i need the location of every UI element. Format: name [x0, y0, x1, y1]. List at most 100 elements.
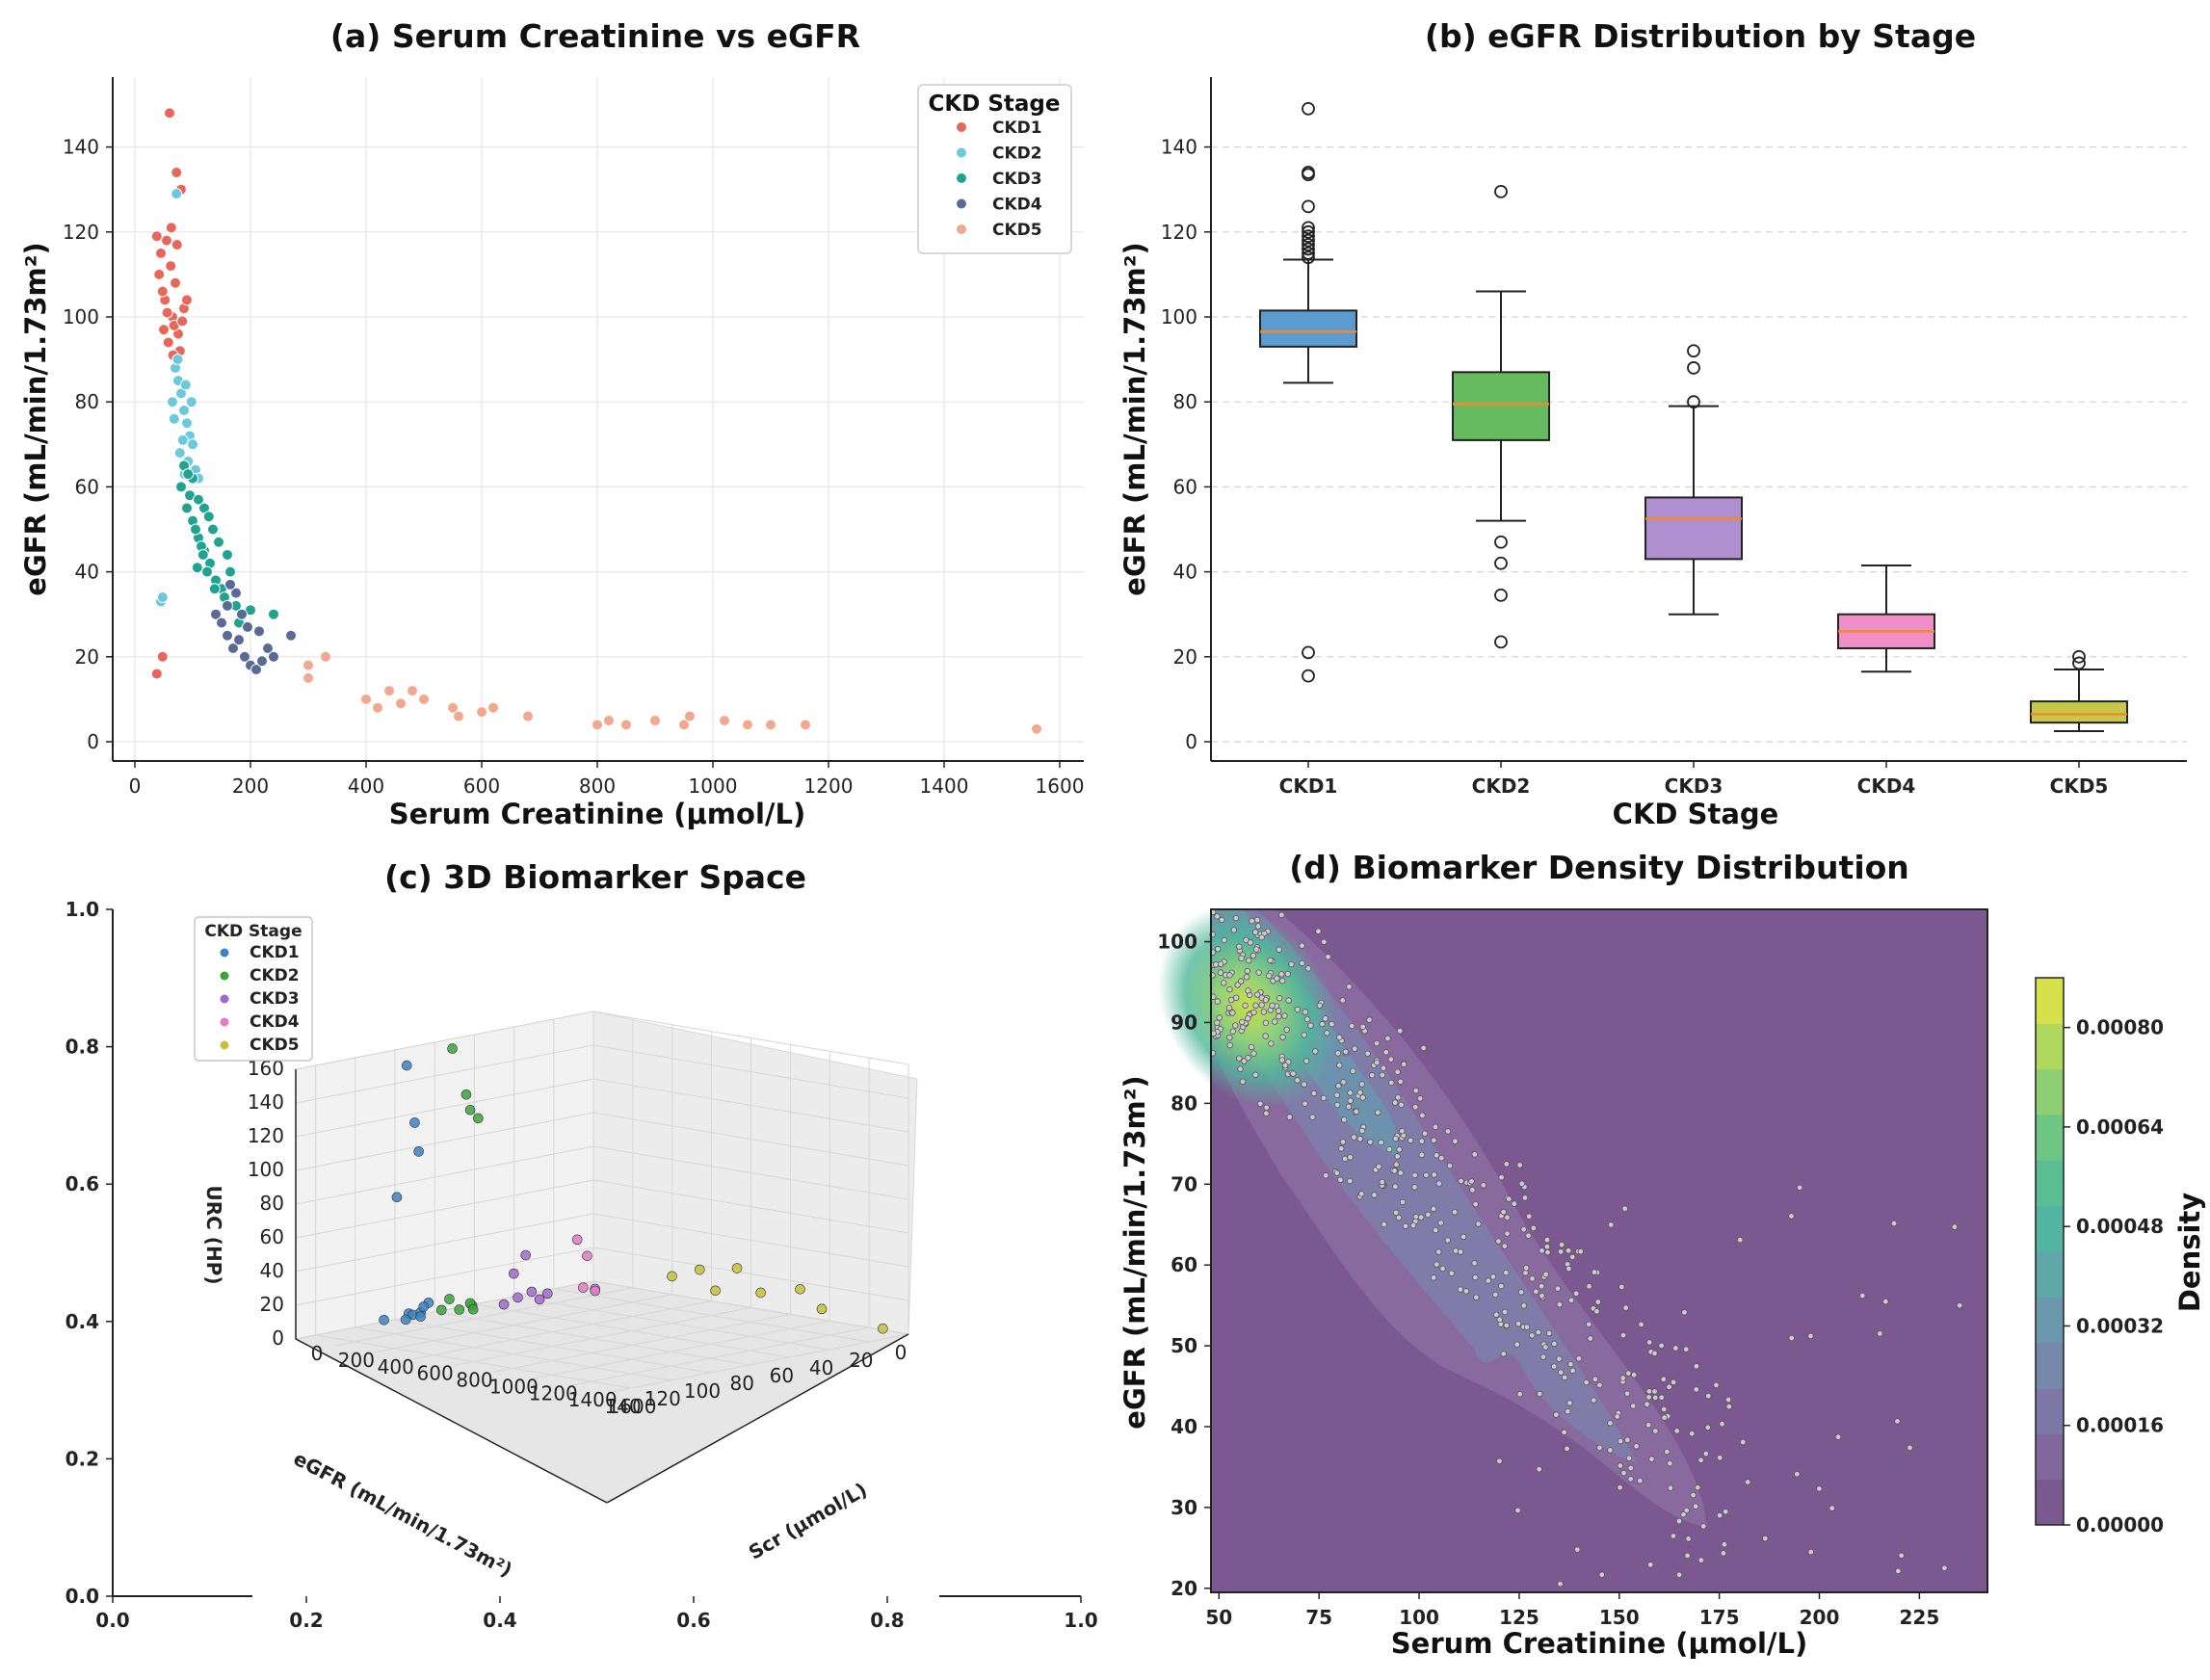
panel-a-point-ckd4: [242, 620, 253, 633]
panel-d-sample-point: [1529, 1275, 1536, 1282]
panel-d-sample-point: [1238, 955, 1245, 961]
panel-c-point-ckd1: [391, 1192, 403, 1203]
panel-d-sample-point: [1438, 1154, 1445, 1162]
panel-d: (d) Biomarker Density Distribution 50 75 1…: [1118, 849, 2206, 1660]
panel-d-cbar-tick-label: 0.00080: [2076, 1016, 2164, 1039]
panel-d-sample-point: [1315, 928, 1322, 934]
panel-b-box: [1452, 371, 1550, 441]
panel-d-sample-point: [1399, 1127, 1406, 1135]
panel-d-sample-point: [1480, 1182, 1487, 1189]
panel-d-sample-point: [1351, 1134, 1357, 1141]
panel-c-legend-label: CKD1: [250, 943, 300, 962]
panel-d-sample-point: [1382, 1049, 1389, 1056]
panel-b-outlier: [1302, 233, 1315, 248]
panel-d-sample-point: [1392, 1209, 1400, 1217]
panel-d-sample-point: [1489, 1273, 1497, 1280]
panel-d-sample-point: [1721, 1541, 1728, 1548]
panel-d-sample-point: [1397, 1169, 1405, 1176]
panel-d-sample-point: [1226, 1034, 1233, 1041]
panel-c-legend-label: CKD3: [250, 989, 300, 1009]
panel-b-ylabel: eGFR (mL/min/1.73m²): [1118, 242, 1151, 595]
panel-d-sample-point: [1539, 1292, 1545, 1299]
panel-d-sample-point: [1274, 975, 1280, 982]
panel-b-yticks: 0 20 40 60 80 100 120 140: [1161, 136, 1211, 753]
panel-d-sample-point: [1378, 1139, 1384, 1146]
panel-d-sample-point: [1485, 1277, 1492, 1284]
panel-d-sample-point: [1518, 1180, 1525, 1188]
panel-d-sample-point: [1412, 1088, 1419, 1094]
panel-d-sample-point: [1334, 1050, 1342, 1057]
panel-c-scr-label: Scr (μmol/L): [745, 1478, 871, 1564]
panel-d-sample-point: [1568, 1253, 1576, 1261]
panel-a-point-ckd4: [222, 629, 233, 642]
panel-d-sample-point: [1565, 1247, 1572, 1254]
panel-d-sample-point: [1263, 1104, 1270, 1111]
panel-a-point-ckd2: [181, 417, 193, 430]
panel-d-sample-point: [1294, 1077, 1301, 1084]
panel-c-scr-tick-label: 1400: [568, 1388, 618, 1411]
panel-d-sample-point: [1283, 1026, 1290, 1034]
panel-c-ztick-label: 60: [260, 1225, 284, 1248]
panel-d-sample-point: [1503, 1269, 1510, 1276]
panel-d-sample-point: [1788, 1213, 1795, 1220]
panel-d-sample-point: [1396, 1146, 1403, 1153]
panel-d-sample-point: [1418, 1151, 1426, 1159]
panel-d-sample-point: [1523, 1265, 1530, 1272]
panel-d-sample-point: [1594, 1299, 1602, 1305]
panel-d-sample-point: [1266, 972, 1273, 980]
panel-d-sample-point: [1379, 1178, 1385, 1186]
panel-a-point-ckd4: [233, 634, 245, 646]
panel-c-scr-tick-label: 1200: [529, 1381, 578, 1404]
panel-d-sample-point: [1316, 1002, 1323, 1010]
panel-d-sample-point: [1272, 1018, 1278, 1025]
panel-d-sample-point: [1286, 1114, 1293, 1120]
panel-d-ytick-label: 70: [1171, 1172, 1197, 1195]
panel-d-sample-point: [1226, 972, 1233, 979]
panel-b-ytick-label: 100: [1161, 305, 1197, 328]
panel-c-point-ckd4: [577, 1282, 589, 1293]
panel-a-point-ckd3: [224, 565, 236, 578]
panel-d-sample-point: [1533, 1288, 1539, 1296]
panel-d-sample-point: [1644, 1401, 1650, 1408]
panel-d-colorbar-band: [2036, 1160, 2064, 1207]
panel-d-sample-point: [1446, 1162, 1454, 1169]
panel-a-ytick-label: 100: [63, 305, 99, 328]
panel-d-sample-point: [1351, 1045, 1358, 1052]
panel-a-point-ckd3: [222, 548, 233, 561]
panel-d-sample-point: [1221, 936, 1228, 944]
panel-a-xtick-label: 1000: [689, 774, 738, 798]
panel-d-sample-point: [1596, 1444, 1603, 1452]
panel-d-sample-point: [1322, 1172, 1329, 1179]
panel-d-sample-point: [1358, 1081, 1365, 1088]
panel-b-outlier: [1302, 669, 1315, 683]
panel-d-sample-point: [1596, 1381, 1603, 1389]
panel-d-sample-point: [1356, 1136, 1363, 1142]
panel-d-sample-point: [1285, 997, 1292, 1004]
panel-b-outlier: [1302, 238, 1315, 251]
panel-c-legend-label: CKD4: [250, 1012, 300, 1032]
panel-b-xtick-label: CKD2: [1472, 774, 1531, 798]
panel-d-sample-point: [1621, 1205, 1628, 1212]
panel-a-point-ckd4: [227, 642, 239, 654]
panel-d-sample-point: [1720, 1550, 1727, 1557]
panel-a-point-ckd5: [383, 685, 395, 697]
panel-a-point-ckd5: [487, 701, 499, 714]
panel-d-sample-point: [1525, 1213, 1533, 1220]
panel-d-sample-point: [1234, 982, 1241, 988]
panel-a-title: (a) Serum Creatinine vs eGFR: [330, 17, 860, 55]
panel-d-sample-point: [1226, 1041, 1233, 1049]
panel-d-sample-point: [1558, 1241, 1565, 1248]
panel-b-outlier: [1302, 199, 1315, 214]
panel-d-sample-point: [1411, 1104, 1419, 1111]
panel-d-sample-point: [1366, 1016, 1373, 1023]
panel-d-sample-point: [1620, 1469, 1627, 1477]
panel-d-sample-point: [1513, 1341, 1520, 1348]
panel-d-sample-point: [1607, 1420, 1614, 1427]
panel-c-point-ckd1: [409, 1117, 420, 1128]
panel-a-point-ckd5: [719, 714, 730, 726]
panel-d-sample-point: [1435, 1248, 1442, 1255]
panel-c-pane-grid: [295, 1011, 909, 1393]
panel-d-sample-point: [1685, 1536, 1692, 1542]
panel-d-sample-point: [1762, 1535, 1769, 1542]
